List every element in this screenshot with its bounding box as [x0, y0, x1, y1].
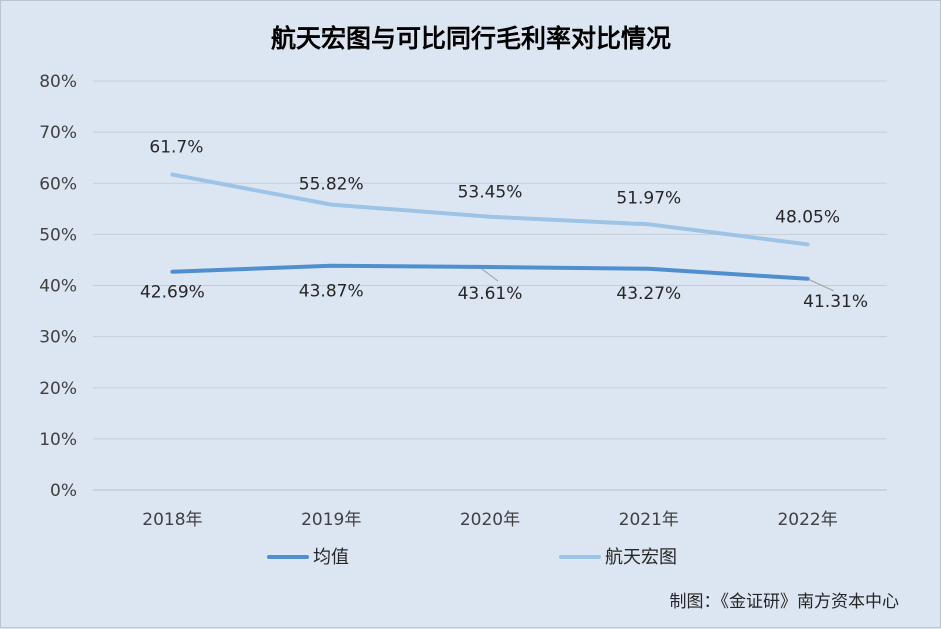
data-label: 43.87% [299, 282, 364, 302]
legend: 均值 航天宏图 [267, 547, 677, 568]
chart-title: 航天宏图与可比同行毛利率对比情况 [271, 24, 671, 53]
series-line [170, 263, 810, 281]
y-tick-label: 50% [39, 225, 77, 245]
y-tick-label: 80% [39, 72, 77, 92]
legend-label: 航天宏图 [605, 547, 677, 568]
series-line [170, 172, 810, 247]
x-tick-label: 2021年 [619, 510, 679, 530]
y-tick-label: 60% [39, 174, 77, 194]
data-labels: 61.7% 55.82% 53.45% 51.97% 48.05% 42.69% 43.87… [140, 138, 868, 312]
data-label: 53.45% [458, 183, 523, 203]
x-tick-label: 2018年 [142, 510, 202, 530]
y-tick-label: 10% [39, 430, 77, 450]
leader-line [809, 279, 834, 292]
credit-text: 制图：《金证研》南方资本中心 [670, 592, 900, 612]
leader-line [481, 268, 499, 282]
y-axis-ticks: 0% 10% 20% 30% 40% 50% 60% 70% 80% [39, 72, 77, 501]
x-axis-ticks: 2018年 2019年 2020年 2021年 2022年 [142, 510, 837, 530]
series-lines [170, 172, 810, 281]
x-tick-label: 2022年 [777, 510, 837, 530]
x-tick-label: 2019年 [301, 510, 361, 530]
data-label: 43.27% [616, 284, 681, 304]
data-label: 43.61% [458, 284, 523, 304]
legend-label: 均值 [313, 547, 349, 568]
data-label: 51.97% [616, 188, 681, 208]
y-tick-label: 40% [39, 277, 77, 297]
y-tick-label: 30% [39, 328, 77, 348]
data-label: 41.31% [803, 292, 868, 312]
data-label: 42.69% [140, 283, 205, 303]
x-tick-label: 2020年 [460, 510, 520, 530]
y-tick-label: 20% [39, 379, 77, 399]
data-label: 48.05% [775, 207, 840, 227]
y-tick-label: 0% [50, 481, 77, 501]
data-label: 55.82% [299, 175, 364, 195]
data-label: 61.7% [149, 138, 203, 158]
y-tick-label: 70% [39, 123, 77, 143]
